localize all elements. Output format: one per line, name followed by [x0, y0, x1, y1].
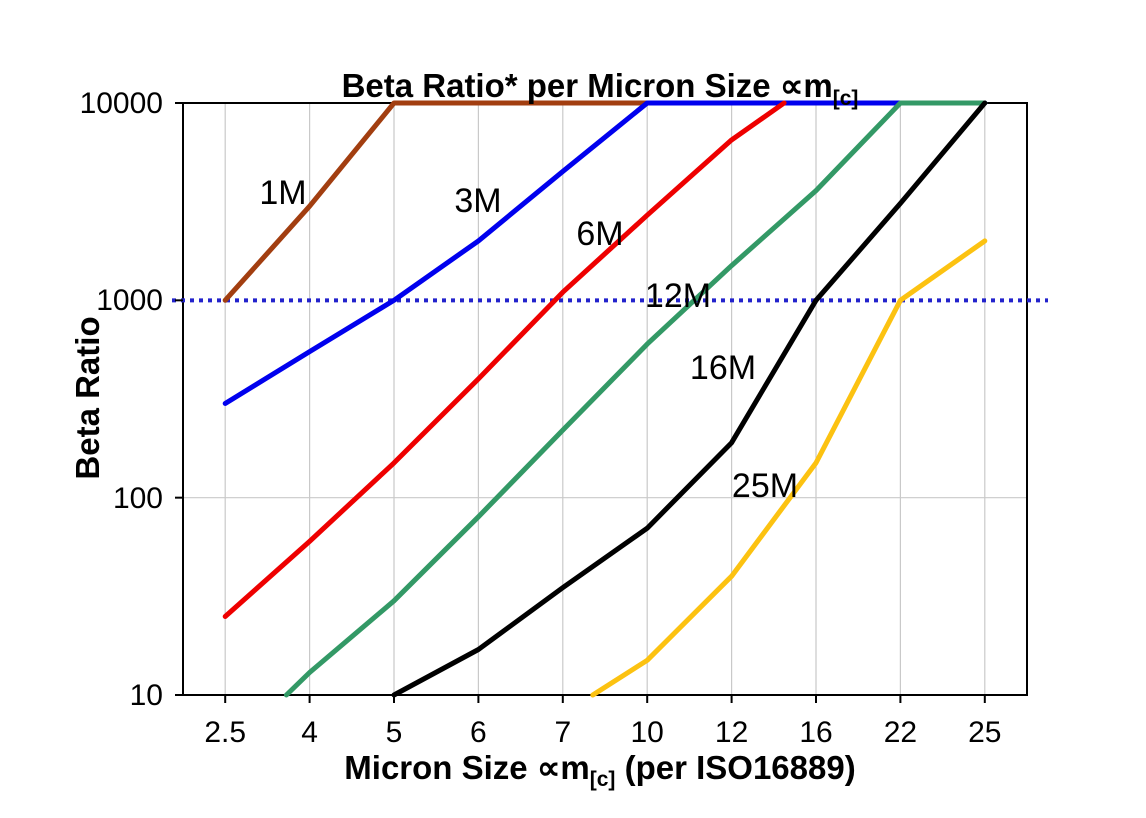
y-tick-label-10000: 10000 — [80, 87, 163, 120]
x-tick-label: 6 — [470, 716, 487, 749]
chart-title: Beta Ratio* per Micron Size ∝m[c] — [342, 67, 859, 110]
y-tick-label-100: 100 — [113, 482, 163, 515]
x-tick-label: 25 — [968, 716, 1001, 749]
x-tick-label: 10 — [631, 716, 664, 749]
series-label-layer: 1M 3M 6M 12M 16M 25M — [259, 174, 798, 505]
chart-title-main: Beta Ratio* per Micron Size ∝m — [342, 67, 833, 104]
x-axis-title: Micron Size ∝m[c] (per ISO16889) — [344, 749, 855, 791]
tick-layer: 2.5 4 5 6 7 10 12 16 22 25 — [175, 102, 1001, 749]
y-axis-title: Beta Ratio — [69, 316, 106, 479]
x-tick-label: 16 — [799, 716, 832, 749]
series-label-1M: 1M — [259, 174, 306, 212]
chart-title-subscript: [c] — [833, 87, 859, 110]
series-line-16M — [391, 100, 988, 698]
y-tick-label-1000: 1000 — [96, 284, 163, 317]
series-label-3M: 3M — [454, 182, 501, 220]
series-line-1M — [222, 100, 650, 303]
x-tick-label: 5 — [386, 716, 403, 749]
x-tick-label: 2.5 — [204, 716, 246, 749]
x-axis-title-subscript: [c] — [590, 768, 616, 791]
series-line-12M — [283, 100, 988, 698]
series-label-6M: 6M — [576, 215, 623, 253]
x-tick-label: 22 — [884, 716, 917, 749]
series-label-16M: 16M — [690, 349, 756, 387]
series-label-25M: 25M — [732, 467, 798, 505]
x-tick-label: 12 — [715, 716, 748, 749]
series-line-3M — [222, 100, 988, 406]
series-line-layer — [222, 100, 988, 698]
x-tick-label: 4 — [301, 716, 318, 749]
grid-layer — [183, 103, 1027, 695]
x-tick-label: 7 — [554, 716, 571, 749]
series-label-12M: 12M — [645, 277, 711, 315]
series-line-25M — [590, 238, 988, 698]
x-axis-title-main: Micron Size ∝m — [344, 749, 589, 786]
series-line-6M — [222, 100, 787, 619]
x-axis-title-tail: (per ISO16889) — [615, 749, 855, 786]
y-tick-label-10: 10 — [130, 679, 163, 712]
